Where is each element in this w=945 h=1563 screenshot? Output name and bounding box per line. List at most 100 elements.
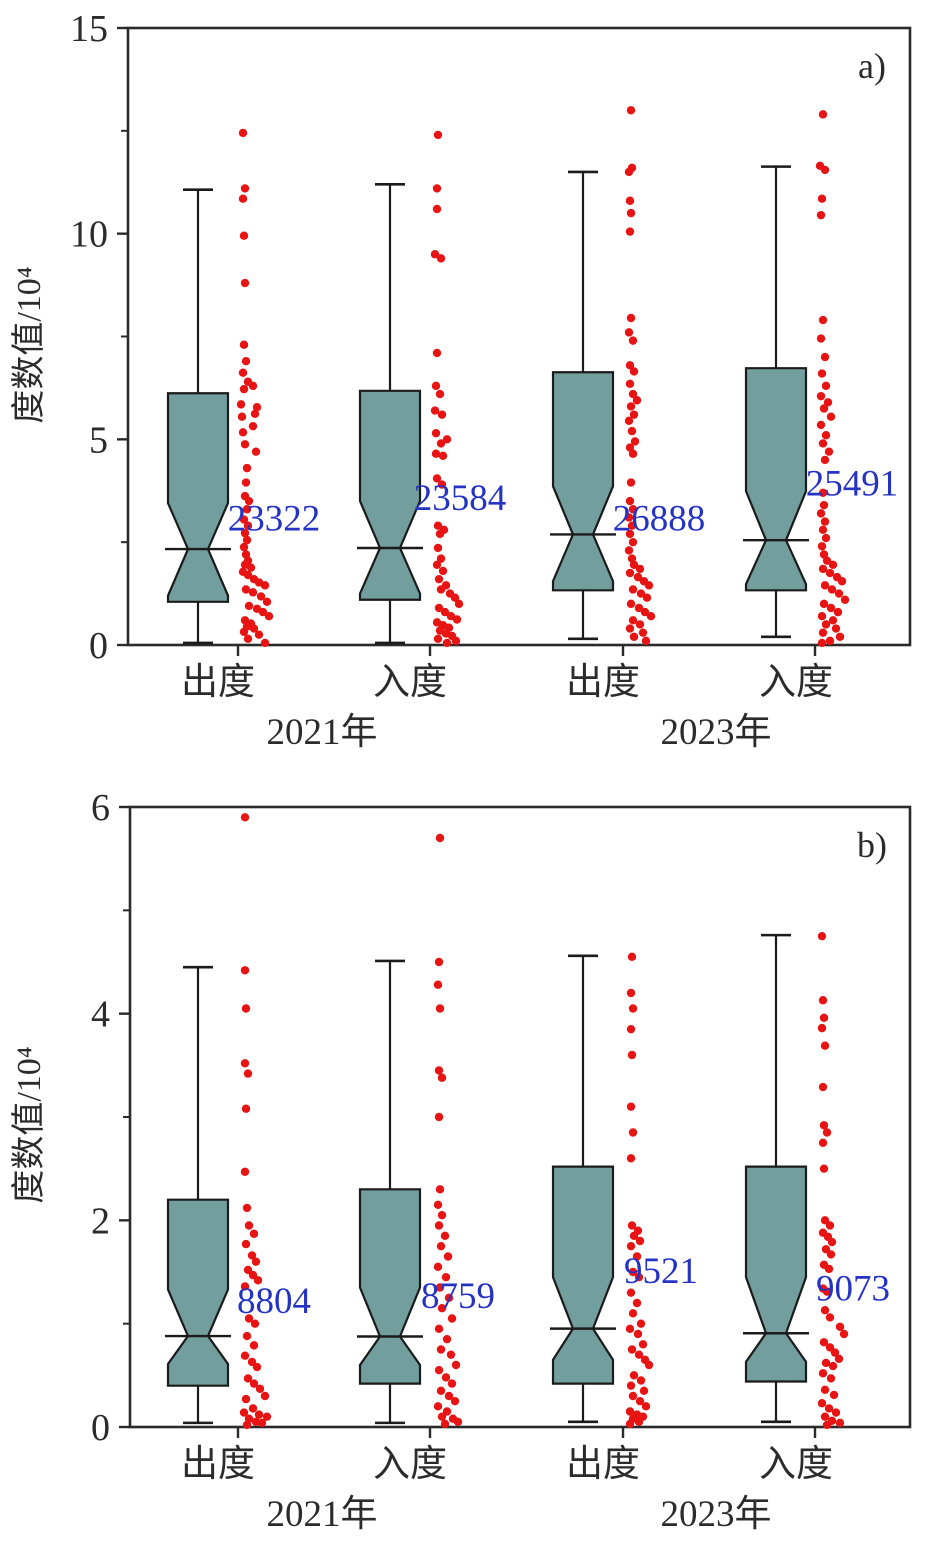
scatter-point (236, 400, 246, 409)
scatter-point (434, 1066, 444, 1075)
scatter-point (258, 607, 268, 617)
scatter-point (242, 1203, 252, 1213)
scatter-point (250, 409, 260, 419)
scatter-point (817, 612, 827, 621)
scatter-point (239, 1408, 249, 1417)
x-category-label: 出度 (566, 661, 640, 703)
scatter-point (818, 996, 828, 1005)
scatter-point (240, 966, 250, 975)
scatter-point (238, 194, 248, 203)
scatter-point (435, 833, 445, 843)
scatter-point (839, 1329, 849, 1339)
scatter-point (829, 1390, 839, 1400)
notched-box (166, 1198, 230, 1387)
scatter-point (251, 1257, 261, 1266)
scatter-point (241, 1104, 251, 1113)
scatter-point (818, 488, 828, 498)
scatter-point (433, 980, 443, 989)
scatter-point (437, 1303, 447, 1313)
scatter-point (240, 1059, 250, 1068)
scatter-point (437, 410, 447, 419)
scatter-point (442, 435, 452, 444)
scatter-point (238, 128, 248, 138)
scatter-point (819, 1121, 829, 1130)
scatter-point (240, 1351, 250, 1360)
scatter-point (636, 589, 646, 598)
scatter-point (626, 478, 636, 487)
scatter-point (818, 628, 828, 637)
scatter-point (834, 589, 844, 598)
y-tick-label: 15 (70, 8, 108, 50)
scatter-point (819, 1338, 829, 1347)
scatter-point (828, 1361, 838, 1371)
scatter-point (837, 577, 847, 586)
scatter-point (625, 1324, 635, 1334)
scatter-point (248, 421, 258, 431)
scatter-point (435, 1185, 445, 1194)
scatter-point (818, 1138, 828, 1148)
scatter-point (240, 184, 250, 193)
scatter-point (431, 449, 441, 458)
y-tick-label: 0 (91, 1407, 110, 1449)
scatter-point (833, 607, 843, 617)
scatter-point (239, 231, 249, 240)
scatter-point (835, 1322, 845, 1331)
scatter-point (626, 313, 636, 323)
scatter-point (626, 599, 636, 609)
scatter-point (262, 1412, 272, 1421)
scatter-strip (430, 130, 464, 648)
scatter-point (625, 227, 635, 236)
scatter-strip (239, 813, 272, 1430)
scatter-point (626, 1102, 636, 1111)
median-value-label: 9521 (624, 1251, 698, 1292)
scatter-point (243, 1265, 253, 1275)
scatter-point (242, 1331, 252, 1341)
scatter-point (820, 1041, 830, 1050)
x-category-label: 出度 (181, 661, 255, 703)
scatter-point (250, 1319, 260, 1328)
x-group-label: 2021年 (267, 711, 378, 753)
scatter-point (436, 554, 446, 563)
median-value-label: 23584 (414, 478, 507, 519)
scatter-strip (236, 128, 274, 648)
scatter-point (820, 352, 830, 362)
scatter-point (433, 543, 443, 553)
scatter-point (822, 556, 832, 565)
scatter-point (239, 627, 249, 637)
scatter-point (818, 1369, 828, 1378)
scatter-point (822, 1128, 832, 1137)
scatter-point (634, 603, 644, 613)
scatter-point (240, 278, 250, 288)
scatter-point (239, 515, 249, 524)
scatter-point (825, 568, 835, 578)
scatter-point (624, 167, 634, 177)
x-category-label: 入度 (373, 1443, 447, 1485)
scatter-point (441, 1373, 451, 1382)
scatter-point (444, 1293, 454, 1303)
scatter-point (635, 620, 645, 629)
scatter-point (819, 1164, 829, 1173)
scatter-point (249, 1379, 259, 1388)
scatter-point (822, 1287, 832, 1296)
scatter-point (626, 106, 636, 115)
scatter-point (252, 403, 262, 412)
y-tick-label: 0 (89, 625, 108, 667)
scatter-point (255, 1384, 265, 1393)
scatter-point (625, 1419, 635, 1429)
notched-box (166, 392, 230, 603)
scatter-point (433, 1402, 443, 1411)
scatter-point (840, 595, 850, 604)
scatter-point (450, 1396, 460, 1406)
median-value-label: 26888 (613, 499, 706, 540)
scatter-point (264, 612, 274, 621)
scatter-point (431, 428, 441, 438)
scatter-point (629, 632, 639, 641)
scatter-point (822, 1420, 832, 1430)
scatter-strip (815, 110, 850, 648)
scatter-point (817, 931, 827, 941)
scatter-point (827, 585, 837, 594)
notched-box (744, 367, 808, 592)
scatter-point (238, 368, 248, 377)
scatter-point (436, 254, 446, 263)
scatter-point (257, 1418, 267, 1428)
